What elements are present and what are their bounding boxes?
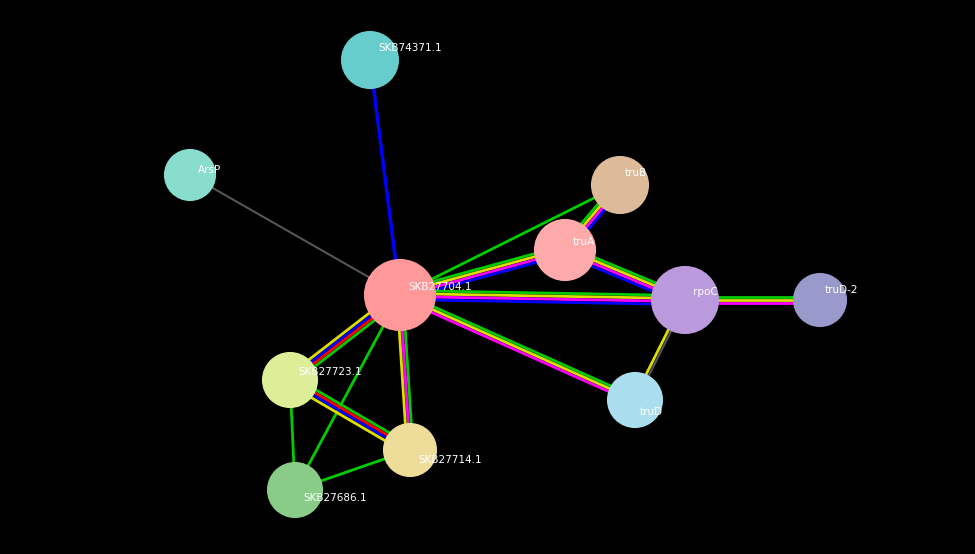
- Circle shape: [384, 424, 436, 476]
- Text: SKB27704.1: SKB27704.1: [408, 282, 472, 292]
- Text: SKB27723.1: SKB27723.1: [298, 367, 362, 377]
- Text: SKB74371.1: SKB74371.1: [378, 43, 442, 53]
- Circle shape: [165, 150, 215, 200]
- Circle shape: [592, 157, 648, 213]
- Circle shape: [365, 260, 435, 330]
- Text: ArsP: ArsP: [198, 165, 221, 175]
- Circle shape: [794, 274, 846, 326]
- Text: truB: truB: [625, 168, 647, 178]
- Text: rpoC: rpoC: [693, 287, 718, 297]
- Circle shape: [268, 463, 322, 517]
- Circle shape: [342, 32, 398, 88]
- Text: truD-2: truD-2: [825, 285, 859, 295]
- Circle shape: [652, 267, 718, 333]
- Circle shape: [263, 353, 317, 407]
- Circle shape: [608, 373, 662, 427]
- Text: SKB27714.1: SKB27714.1: [418, 455, 482, 465]
- Text: truA: truA: [573, 237, 596, 247]
- Circle shape: [535, 220, 595, 280]
- Text: truD: truD: [640, 407, 663, 417]
- Text: SKB27686.1: SKB27686.1: [303, 493, 367, 503]
